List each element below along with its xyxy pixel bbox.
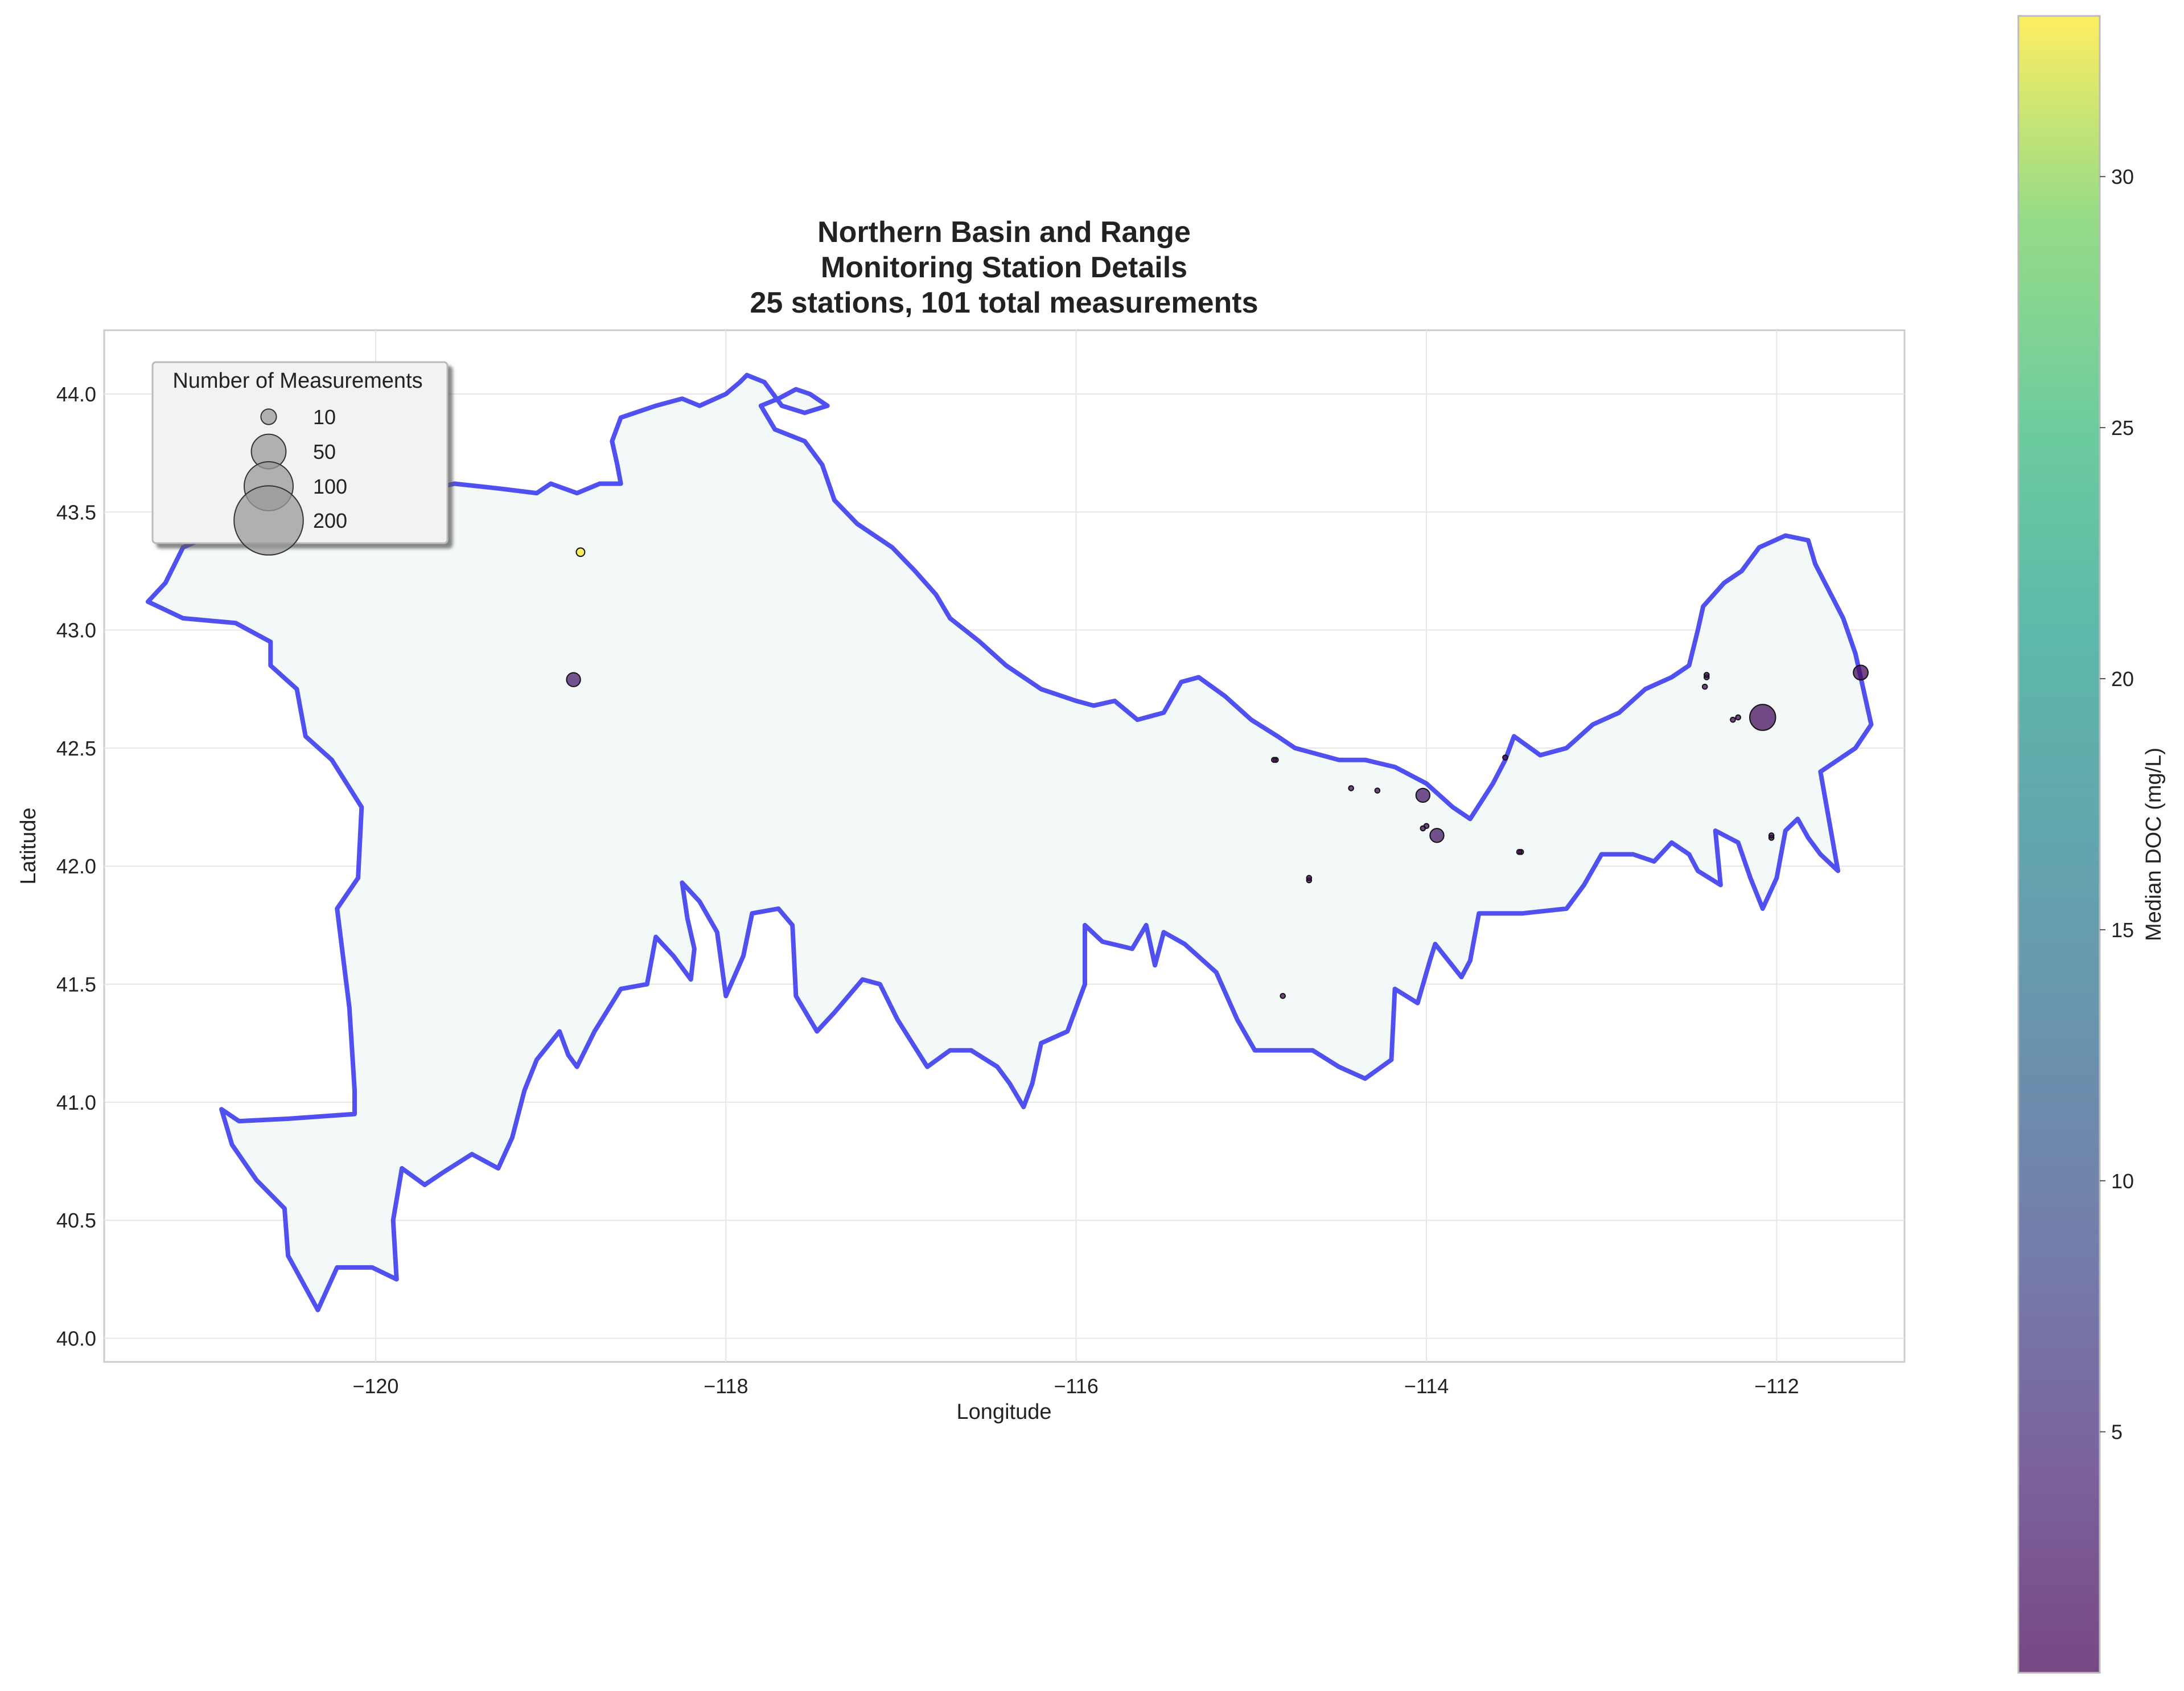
colorbar: 5 10 15 20 25 30 Median DOC (mg/L): [2017, 15, 2166, 1674]
station-marker: [1853, 664, 1869, 681]
station-marker: [1415, 787, 1431, 803]
y-tick-label: 42.0: [56, 855, 96, 878]
station-marker: [1701, 683, 1708, 690]
colorbar-tick-label: 30: [2111, 165, 2134, 188]
station-marker: [1502, 754, 1508, 761]
legend-entries: 10 50 100 200: [233, 405, 347, 556]
colorbar-tick-label: 20: [2111, 667, 2134, 691]
chart-title: Northern Basin and Range Monitoring Stat…: [750, 216, 1258, 319]
station-marker: [566, 672, 581, 687]
basin-region-outline: [145, 372, 1874, 1312]
legend-entry-label: 100: [313, 475, 347, 498]
station-marker: [1749, 704, 1776, 731]
station-marker: [1271, 757, 1277, 763]
y-tick-label: 40.5: [56, 1209, 96, 1232]
size-legend: Number of Measurements 10 50 100 200: [151, 361, 449, 556]
legend-entry-label: 200: [313, 509, 347, 532]
station-marker: [1306, 875, 1313, 881]
x-tick-label: −114: [1404, 1374, 1449, 1398]
x-tick-label: −116: [1054, 1374, 1098, 1398]
station-marker: [1348, 785, 1355, 791]
station-marker: [1704, 672, 1710, 678]
legend-box: [151, 361, 449, 544]
colorbar-ticks: 5 10 15 20 25 30: [2100, 165, 2134, 1444]
station-marker: [1420, 825, 1426, 832]
y-axis-ticks: 40.0 40.5 41.0 41.5 42.0 42.5 43.0 43.5 44.0: [56, 383, 96, 1351]
station-marker: [1516, 849, 1523, 855]
y-tick-label: 43.0: [56, 619, 96, 642]
y-axis-label: Latitude: [17, 807, 40, 884]
x-tick-label: −120: [352, 1374, 398, 1398]
y-tick-label: 42.5: [56, 737, 96, 760]
colorbar-tick-label: 5: [2111, 1421, 2123, 1444]
station-markers: [566, 547, 1869, 999]
legend-title: Number of Measurements: [172, 369, 422, 393]
y-tick-label: 40.0: [56, 1327, 96, 1351]
y-tick-label: 44.0: [56, 383, 96, 406]
colorbar-tick-label: 15: [2111, 918, 2134, 942]
station-marker: [575, 547, 586, 557]
x-tick-label: −112: [1754, 1374, 1799, 1398]
legend-marker: [233, 485, 304, 556]
x-axis-ticks: −120 −118 −116 −114 −112: [352, 1374, 1799, 1398]
title-line-1: Northern Basin and Range: [817, 216, 1191, 249]
y-tick-label: 41.0: [56, 1091, 96, 1114]
legend-entry-label: 50: [313, 440, 336, 463]
station-marker: [1374, 787, 1381, 794]
station-marker: [1735, 714, 1741, 721]
y-tick-label: 41.5: [56, 973, 96, 996]
station-marker: [1730, 716, 1736, 723]
title-line-3: 25 stations, 101 total measurements: [750, 286, 1258, 319]
colorbar-gradient: [2017, 15, 2101, 1674]
legend-entry-label: 10: [313, 405, 336, 429]
colorbar-tick-label: 25: [2111, 416, 2134, 440]
title-line-2: Monitoring Station Details: [821, 251, 1187, 284]
station-marker: [1280, 992, 1286, 999]
station-marker: [1429, 828, 1445, 843]
x-tick-label: −118: [704, 1374, 748, 1398]
colorbar-tick-label: 10: [2111, 1169, 2134, 1193]
legend-marker: [260, 408, 277, 425]
colorbar-label: Median DOC (mg/L): [2142, 748, 2166, 941]
station-marker: [1768, 832, 1775, 839]
x-axis-label: Longitude: [957, 1400, 1052, 1424]
y-tick-label: 43.5: [56, 500, 96, 524]
